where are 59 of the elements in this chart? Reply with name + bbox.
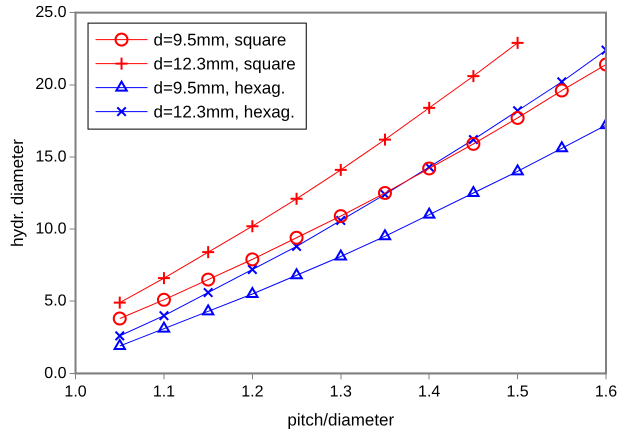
point xyxy=(112,296,127,310)
point xyxy=(466,69,480,84)
point xyxy=(422,161,436,176)
point xyxy=(334,250,347,260)
point xyxy=(247,264,258,275)
point xyxy=(112,312,127,326)
point xyxy=(512,105,523,116)
x-tick-label: 1.5 xyxy=(506,383,529,400)
point xyxy=(158,310,170,321)
y-tick-label: 15.0 xyxy=(35,148,67,166)
legend-label: d=12.3mm, square xyxy=(154,54,296,74)
y-tick-label: 5.0 xyxy=(44,292,67,310)
point xyxy=(334,162,348,177)
point xyxy=(556,76,568,88)
x-tick-label: 1.1 xyxy=(152,383,176,400)
point xyxy=(378,186,392,200)
point xyxy=(246,287,259,298)
point xyxy=(422,100,436,115)
legend-label: d=12.3mm, hexag. xyxy=(154,102,295,122)
y-tick-label: 0.0 xyxy=(44,364,67,382)
x-tick-label: 1.3 xyxy=(330,383,352,400)
point xyxy=(156,271,171,286)
point xyxy=(510,110,525,125)
y-tick-label: 20.0 xyxy=(35,76,67,94)
legend-label: d=9.5mm, hexag. xyxy=(154,78,286,98)
point xyxy=(291,241,302,252)
point xyxy=(378,132,392,147)
legend-label: d=9.5mm, square xyxy=(154,30,286,50)
y-tick-label: 10.0 xyxy=(35,220,67,238)
point xyxy=(511,164,524,176)
point xyxy=(201,245,216,260)
point xyxy=(554,84,569,98)
point xyxy=(290,230,304,245)
point xyxy=(156,292,171,307)
point xyxy=(114,338,126,350)
x-tick-label: 1.6 xyxy=(594,383,618,400)
point xyxy=(556,141,568,152)
x-axis-title: pitch/diameter xyxy=(287,410,394,430)
point xyxy=(422,208,436,219)
x-tick-label: 1.0 xyxy=(64,383,87,400)
point xyxy=(202,304,214,316)
point xyxy=(334,209,348,224)
point xyxy=(202,287,214,298)
point xyxy=(510,36,525,50)
y-tick-label: 25.0 xyxy=(35,4,67,22)
point xyxy=(114,330,125,342)
point xyxy=(245,219,260,234)
x-tick-label: 1.4 xyxy=(418,383,440,400)
point xyxy=(290,192,304,206)
point xyxy=(378,229,392,240)
y-axis-title: hydr. diameter xyxy=(8,138,27,247)
point xyxy=(290,268,303,280)
point xyxy=(158,322,170,333)
x-tick-label: 1.2 xyxy=(241,383,264,400)
point xyxy=(467,186,480,197)
point xyxy=(245,252,260,266)
point xyxy=(201,272,216,287)
point xyxy=(380,189,390,200)
point xyxy=(466,136,480,151)
